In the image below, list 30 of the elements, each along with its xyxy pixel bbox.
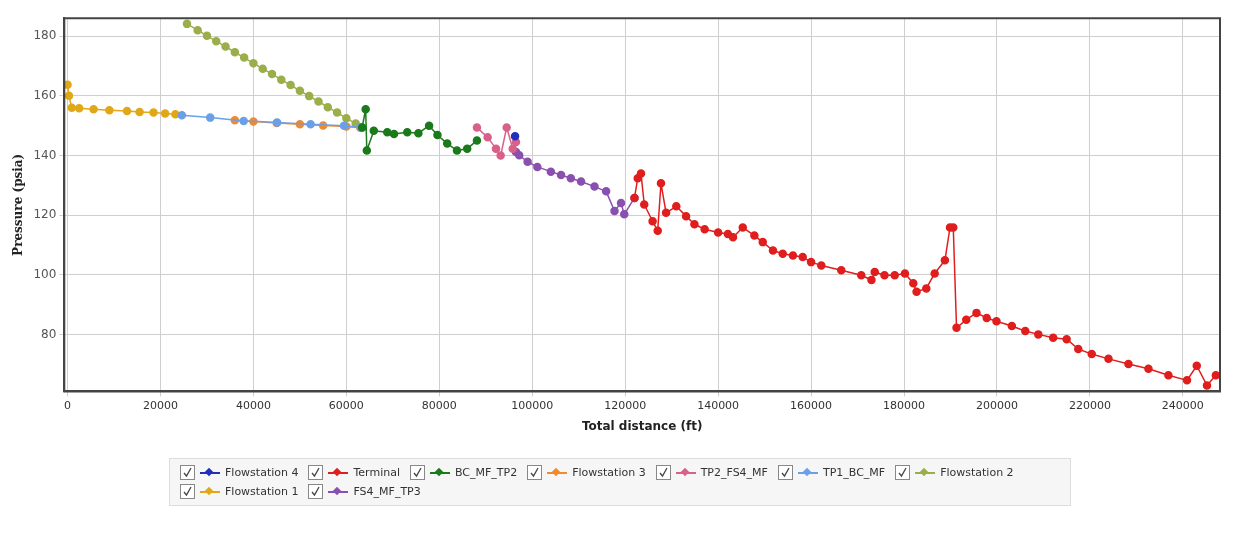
y-tick-label: 100 <box>33 267 57 282</box>
x-tick-label: 0 <box>64 398 72 412</box>
x-tick-label: 80000 <box>421 398 457 412</box>
legend-label: Flowstation 1 <box>225 485 299 498</box>
legend-label: TP2_FS4_MF <box>700 466 768 479</box>
x-tick-label: 160000 <box>790 398 833 412</box>
y-tick-label: 80 <box>41 326 57 341</box>
y-tick-label: 120 <box>33 207 57 222</box>
x-tick-label: 120000 <box>604 398 647 412</box>
x-tick-label: 60000 <box>328 398 364 412</box>
x-tick-label: 240000 <box>1161 398 1204 412</box>
legend-label: TP1_BC_MF <box>822 466 886 479</box>
x-tick-label: 140000 <box>697 398 740 412</box>
y-axis-title: Pressure (psia) <box>11 153 26 256</box>
x-tick-label: 20000 <box>143 398 178 412</box>
legend-label: FS4_MF_TP3 <box>353 485 421 498</box>
x-tick-label: 100000 <box>511 398 554 412</box>
legend-label: Terminal <box>353 466 400 479</box>
x-tick-label: 220000 <box>1068 398 1111 412</box>
x-tick-label: 180000 <box>883 398 926 412</box>
y-tick-label: 140 <box>33 147 57 162</box>
y-tick-label: 160 <box>33 87 57 102</box>
x-tick-label: 40000 <box>235 398 271 412</box>
legend-label: Flowstation 4 <box>225 466 299 479</box>
legend-label: Flowstation 3 <box>572 466 646 479</box>
x-axis-title: Total distance (ft) <box>581 418 703 433</box>
legend-label: Flowstation 2 <box>940 466 1014 479</box>
legend-label: BC_MF_TP2 <box>454 466 518 479</box>
x-tick-label: 200000 <box>975 398 1018 412</box>
y-tick-label: 180 <box>33 28 57 43</box>
